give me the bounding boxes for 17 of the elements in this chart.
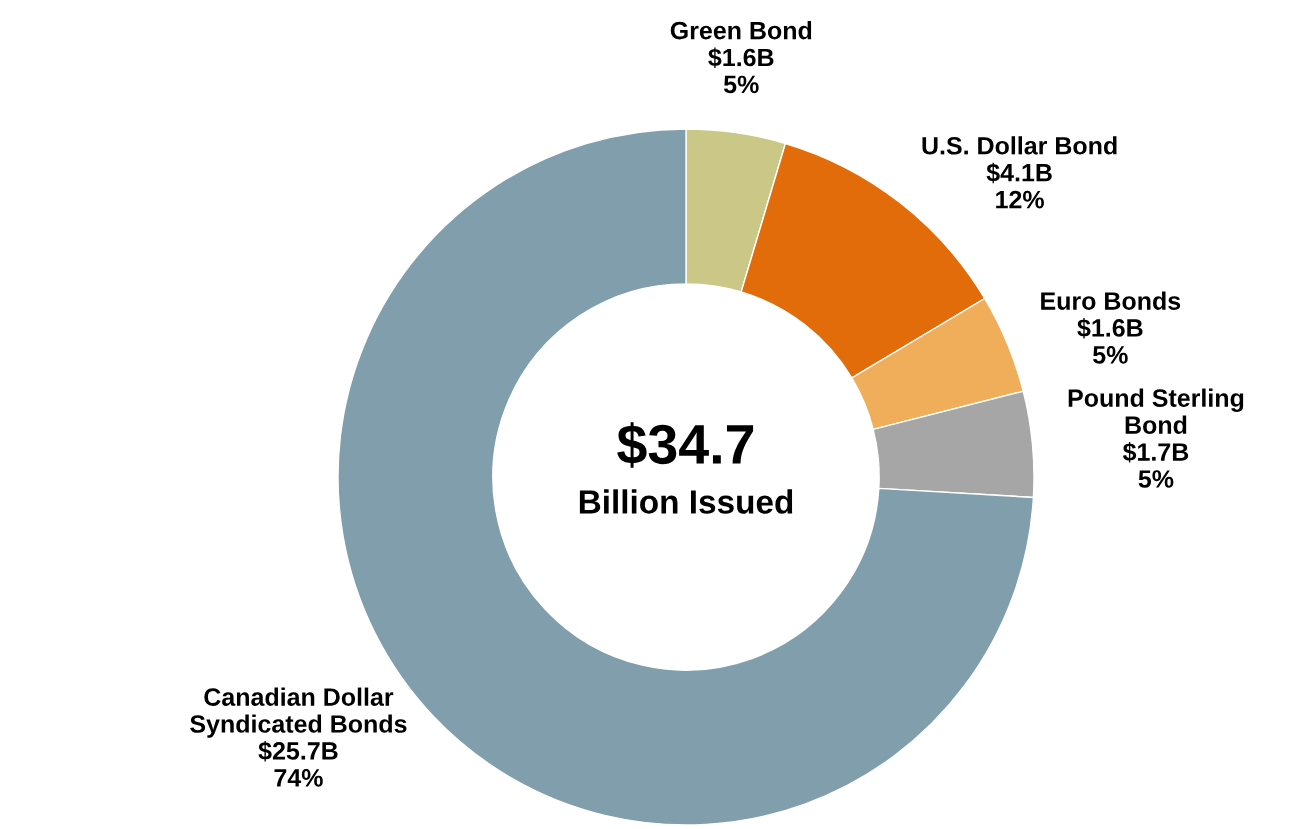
text: 12%	[996, 190, 1044, 209]
slice-label: Green Bond	[670, 21, 812, 40]
text: $34.7	[617, 422, 754, 468]
slice-label: U.S. Dollar Bond	[922, 136, 1117, 155]
slice-label: Pound Sterling Bond	[1068, 388, 1244, 434]
data-label: $25.7B	[258, 740, 338, 762]
data-label: $1.6B	[1077, 318, 1143, 339]
text: 5%	[723, 75, 759, 94]
data-label: $1.7B	[1122, 442, 1189, 463]
slice-label: Euro Bonds	[1041, 291, 1181, 310]
text: 5%	[1138, 470, 1174, 488]
text: Billion Issued	[579, 489, 793, 514]
slice-label: Canadian Dollar Syndicated Bonds	[190, 687, 407, 738]
text: 74%	[274, 769, 323, 787]
text: 5%	[1093, 346, 1128, 364]
data-label: $1.6B	[708, 47, 774, 68]
data-label: $4.1B	[986, 162, 1052, 184]
